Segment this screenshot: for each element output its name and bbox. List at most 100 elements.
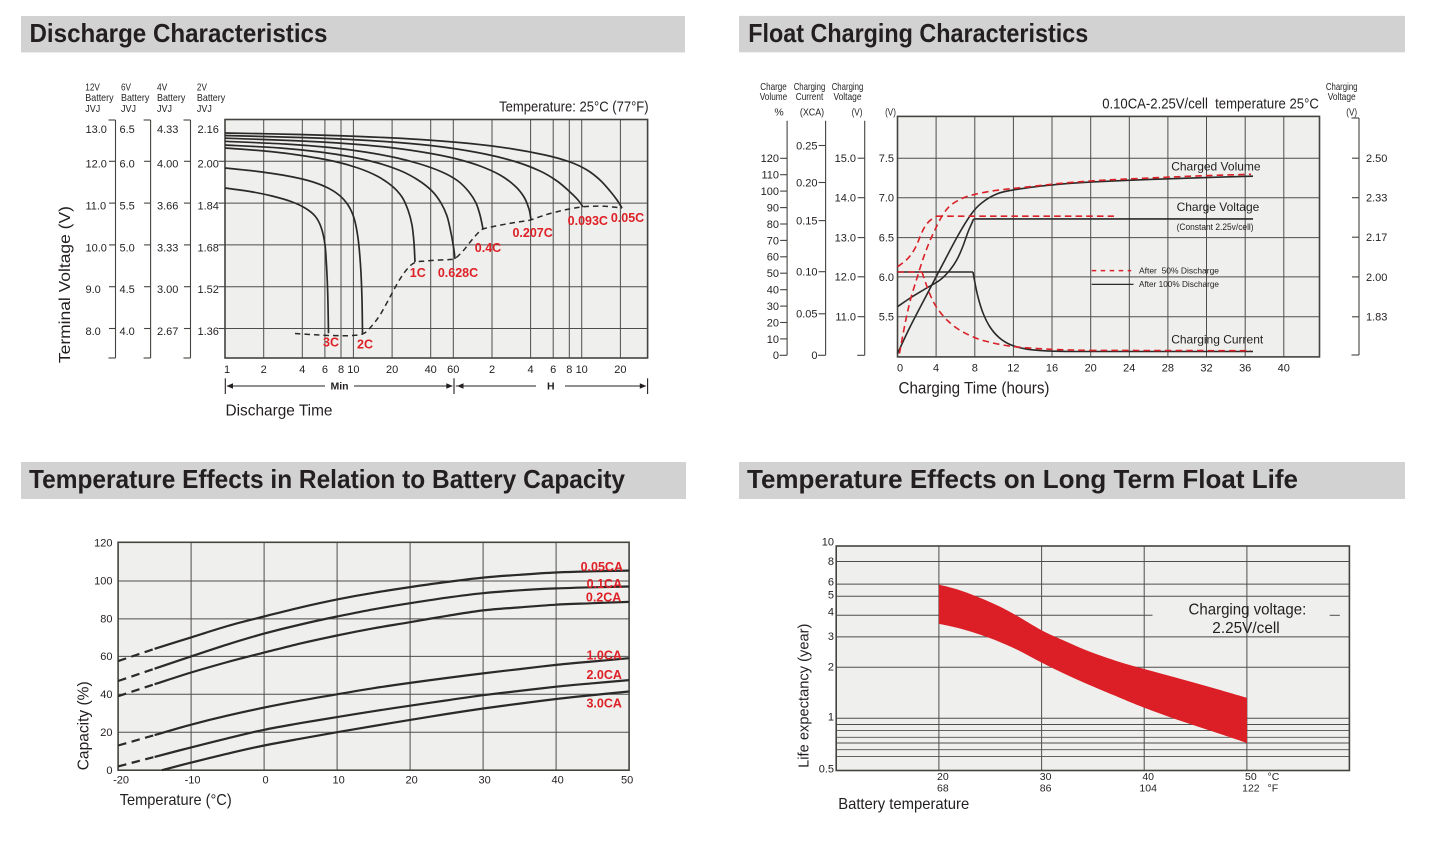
svg-text:120: 120 bbox=[761, 153, 779, 165]
svg-text:(V): (V) bbox=[885, 107, 896, 119]
svg-text:Min: Min bbox=[330, 381, 348, 393]
svg-text:32: 32 bbox=[1200, 363, 1212, 375]
svg-text:H: H bbox=[547, 381, 555, 393]
svg-text:0.2CA: 0.2CA bbox=[586, 590, 621, 604]
svg-text:40: 40 bbox=[767, 285, 779, 297]
svg-text:10: 10 bbox=[332, 774, 344, 786]
svg-text:1C: 1C bbox=[410, 266, 426, 280]
svg-text:2.00: 2.00 bbox=[198, 159, 219, 171]
svg-text:28: 28 bbox=[1162, 363, 1174, 375]
svg-text:Battery: Battery bbox=[197, 92, 226, 104]
svg-text:Voltage: Voltage bbox=[1328, 91, 1356, 103]
svg-text:6.5: 6.5 bbox=[879, 233, 894, 245]
svg-text:%: % bbox=[774, 107, 783, 119]
svg-text:4: 4 bbox=[299, 364, 305, 376]
svg-text:40: 40 bbox=[425, 364, 437, 376]
svg-text:6: 6 bbox=[322, 364, 328, 376]
svg-text:Capacity (%): Capacity (%) bbox=[75, 681, 92, 770]
svg-text:0.4C: 0.4C bbox=[475, 241, 501, 255]
svg-text:8: 8 bbox=[566, 364, 572, 376]
svg-text:1.68: 1.68 bbox=[198, 242, 219, 254]
svg-text:10: 10 bbox=[822, 536, 834, 548]
svg-text:3.0CA: 3.0CA bbox=[586, 696, 621, 710]
svg-text:Charging voltage:: Charging voltage: bbox=[1189, 602, 1307, 619]
svg-text:1.36: 1.36 bbox=[198, 326, 219, 338]
svg-text:Charging: Charging bbox=[1326, 81, 1358, 93]
svg-text:6: 6 bbox=[828, 577, 834, 589]
svg-text:0.05CA: 0.05CA bbox=[581, 560, 623, 574]
svg-text:0.15: 0.15 bbox=[796, 216, 817, 228]
svg-text:10.0: 10.0 bbox=[86, 242, 107, 254]
svg-text:100: 100 bbox=[94, 575, 112, 587]
svg-text:100: 100 bbox=[761, 186, 779, 198]
svg-text:24: 24 bbox=[1123, 363, 1135, 375]
svg-text:2.00: 2.00 bbox=[1366, 272, 1387, 284]
svg-text:JVJ: JVJ bbox=[85, 103, 100, 115]
svg-text:Charging Time (hours): Charging Time (hours) bbox=[899, 380, 1050, 398]
svg-text:Life expectancy (year): Life expectancy (year) bbox=[795, 624, 812, 768]
svg-text:8.0: 8.0 bbox=[86, 326, 101, 338]
svg-text:40: 40 bbox=[1278, 363, 1290, 375]
svg-text:36: 36 bbox=[1239, 363, 1251, 375]
svg-text:40: 40 bbox=[1142, 771, 1154, 783]
svg-text:6V: 6V bbox=[121, 81, 131, 93]
svg-text:60: 60 bbox=[767, 252, 779, 264]
svg-text:104: 104 bbox=[1139, 782, 1157, 794]
svg-text:2.25V/cell: 2.25V/cell bbox=[1212, 620, 1279, 637]
svg-text:Charged Volume: Charged Volume bbox=[1171, 159, 1261, 173]
svg-text:10: 10 bbox=[347, 364, 359, 376]
svg-text:20: 20 bbox=[767, 317, 779, 329]
svg-text:12.0: 12.0 bbox=[86, 159, 107, 171]
svg-text:4.5: 4.5 bbox=[120, 284, 135, 296]
svg-text:12: 12 bbox=[1007, 363, 1019, 375]
svg-text:Battery temperature: Battery temperature bbox=[838, 796, 969, 813]
svg-text:4.33: 4.33 bbox=[157, 124, 178, 136]
svg-text:68: 68 bbox=[937, 782, 949, 794]
svg-text:13.0: 13.0 bbox=[835, 233, 856, 245]
svg-text:1.83: 1.83 bbox=[1366, 312, 1387, 324]
svg-text:°F: °F bbox=[1268, 782, 1279, 794]
svg-text:3C: 3C bbox=[323, 336, 339, 350]
svg-text:After 100% Discharge: After 100% Discharge bbox=[1139, 279, 1219, 289]
svg-text:4: 4 bbox=[828, 607, 834, 619]
svg-text:0.093C: 0.093C bbox=[568, 214, 608, 228]
svg-text:40: 40 bbox=[100, 689, 112, 701]
svg-text:16: 16 bbox=[1046, 363, 1058, 375]
svg-text:15.0: 15.0 bbox=[835, 153, 856, 165]
svg-text:0: 0 bbox=[811, 350, 817, 362]
svg-text:0.05: 0.05 bbox=[796, 309, 817, 321]
svg-text:Temperature (°C): Temperature (°C) bbox=[120, 792, 232, 809]
svg-text:Terminal Voltage (V): Terminal Voltage (V) bbox=[57, 206, 74, 363]
svg-text:2.17: 2.17 bbox=[1366, 232, 1387, 244]
svg-text:2.33: 2.33 bbox=[1366, 193, 1387, 205]
svg-text:5.5: 5.5 bbox=[879, 312, 894, 324]
svg-text:0.1CA: 0.1CA bbox=[587, 577, 622, 591]
svg-text:1.84: 1.84 bbox=[198, 201, 219, 213]
svg-text:2: 2 bbox=[261, 364, 267, 376]
svg-text:2.16: 2.16 bbox=[198, 124, 219, 136]
svg-text:0: 0 bbox=[106, 765, 112, 777]
svg-text:12.0: 12.0 bbox=[835, 272, 856, 284]
svg-text:Charging: Charging bbox=[794, 81, 826, 93]
svg-text:4: 4 bbox=[528, 364, 534, 376]
svg-text:Charge Voltage: Charge Voltage bbox=[1177, 200, 1260, 214]
svg-text:13.0: 13.0 bbox=[86, 124, 107, 136]
svg-text:Temperature Effects in Relatio: Temperature Effects in Relation to Batte… bbox=[29, 464, 625, 494]
svg-text:122: 122 bbox=[1242, 782, 1260, 794]
svg-text:°C: °C bbox=[1268, 771, 1280, 783]
svg-text:40: 40 bbox=[551, 774, 563, 786]
svg-text:Temperature: 25°C (77°F): Temperature: 25°C (77°F) bbox=[499, 98, 649, 115]
svg-text:Charging: Charging bbox=[832, 81, 864, 93]
svg-text:Battery: Battery bbox=[157, 92, 186, 104]
svg-text:0: 0 bbox=[897, 363, 903, 375]
svg-text:0: 0 bbox=[263, 774, 269, 786]
svg-text:Battery: Battery bbox=[121, 92, 150, 104]
svg-text:10: 10 bbox=[576, 364, 588, 376]
svg-text:8: 8 bbox=[972, 363, 978, 375]
svg-text:14.0: 14.0 bbox=[835, 193, 856, 205]
svg-text:9.0: 9.0 bbox=[86, 284, 101, 296]
svg-text:Battery: Battery bbox=[85, 92, 114, 104]
svg-text:5.0: 5.0 bbox=[120, 242, 135, 254]
svg-text:5.5: 5.5 bbox=[120, 201, 135, 213]
svg-text:20: 20 bbox=[405, 774, 417, 786]
